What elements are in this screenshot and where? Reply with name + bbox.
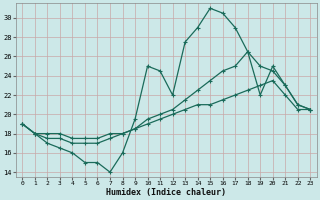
X-axis label: Humidex (Indice chaleur): Humidex (Indice chaleur) (106, 188, 226, 197)
